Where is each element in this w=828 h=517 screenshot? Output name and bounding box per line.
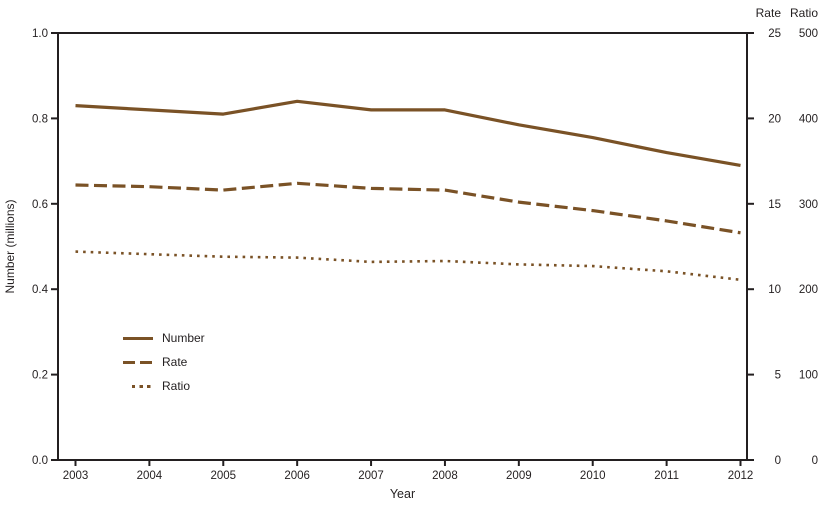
x-axis-title: Year [390, 487, 415, 501]
rate-tick-label: 10 [768, 284, 781, 296]
legend-label-ratio: Ratio [162, 379, 191, 393]
left-tick-label: 1.0 [32, 28, 48, 40]
x-tick-label: 2005 [210, 470, 236, 482]
left-tick-label: 0.4 [32, 284, 49, 296]
legend-label-rate: Rate [162, 355, 188, 369]
legend-item-number: Number [123, 331, 205, 345]
x-tick-label: 2010 [580, 470, 606, 482]
ratio-tick-label: 0 [812, 455, 818, 467]
ratio-axis-header: Ratio [790, 6, 818, 20]
legend-sample-holder [123, 336, 153, 340]
legend: Number Rate Ratio [123, 331, 205, 393]
x-tick-label: 2011 [654, 470, 679, 482]
left-tick-label: 0.6 [32, 199, 48, 211]
rate-tick-label: 15 [768, 199, 781, 211]
x-tick-label: 2007 [358, 470, 384, 482]
ratio-tick-label: 300 [799, 199, 818, 211]
rate-axis-header: Rate [756, 6, 782, 20]
left-tick-label: 0.8 [32, 113, 48, 125]
number-line-sample [123, 336, 153, 340]
ratio-tick-label: 100 [799, 370, 818, 382]
left-axis-title: Number (millions) [3, 199, 17, 293]
legend-sample-holder [123, 360, 153, 364]
x-tick-label: 2008 [432, 470, 458, 482]
axis-frame [57, 32, 748, 461]
ratio-tick-label: 400 [799, 113, 818, 125]
rate-tick-label: 0 [775, 455, 781, 467]
x-tick-label: 2012 [728, 470, 754, 482]
legend-item-rate: Rate [123, 355, 205, 369]
series-line-number [75, 99, 741, 167]
x-tick-label: 2006 [284, 470, 310, 482]
legend-item-ratio: Ratio [123, 379, 205, 393]
x-tick-label: 2009 [506, 470, 532, 482]
rate-tick-label: 5 [775, 370, 781, 382]
series-line-ratio [75, 250, 741, 282]
rate-tick-label: 20 [768, 113, 781, 125]
ratio-line-sample [132, 384, 153, 388]
rate-tick-label: 25 [768, 28, 781, 40]
legend-label-number: Number [162, 331, 205, 345]
left-tick-label: 0.0 [32, 455, 48, 467]
left-tick-label: 0.2 [32, 370, 48, 382]
ratio-tick-label: 200 [799, 284, 818, 296]
rate-line-sample [123, 360, 153, 364]
series-line-rate [75, 181, 741, 235]
x-tick-label: 2003 [63, 470, 89, 482]
legend-sample-holder [123, 384, 153, 388]
ratio-tick-label: 500 [799, 28, 818, 40]
x-tick-label: 2004 [137, 470, 163, 482]
